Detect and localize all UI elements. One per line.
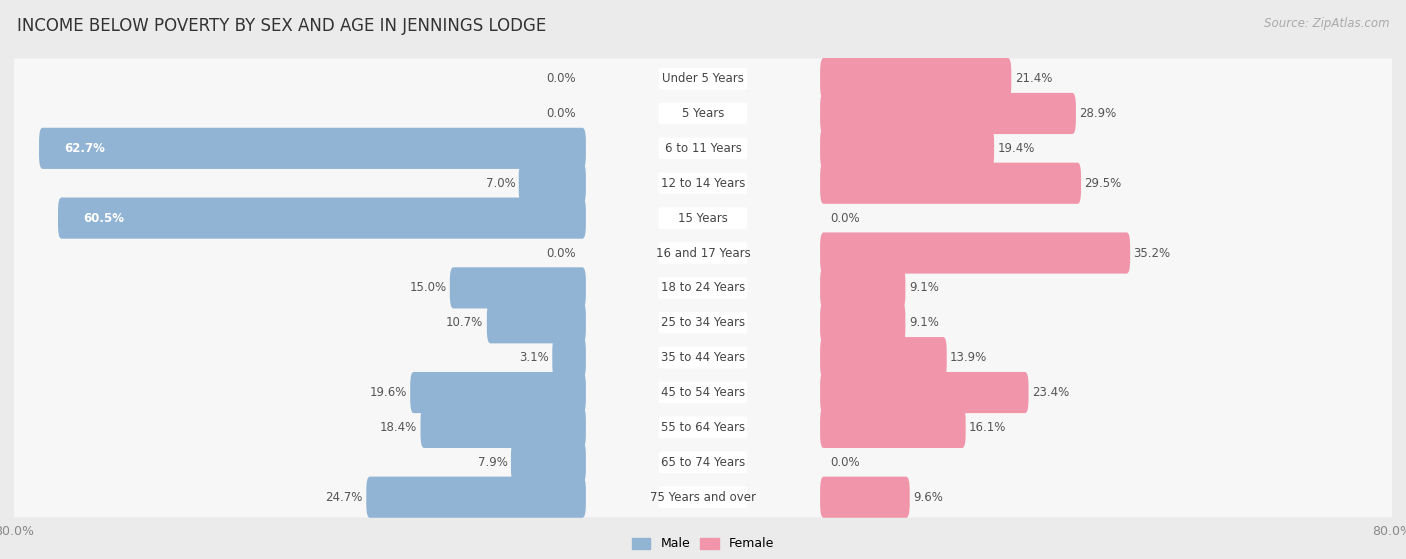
FancyBboxPatch shape bbox=[367, 477, 586, 518]
FancyBboxPatch shape bbox=[658, 382, 748, 404]
Text: Source: ZipAtlas.com: Source: ZipAtlas.com bbox=[1264, 17, 1389, 30]
Text: 12 to 14 Years: 12 to 14 Years bbox=[661, 177, 745, 190]
Text: 60.5%: 60.5% bbox=[83, 212, 124, 225]
FancyBboxPatch shape bbox=[820, 93, 1076, 134]
Text: 0.0%: 0.0% bbox=[831, 212, 860, 225]
FancyBboxPatch shape bbox=[658, 416, 748, 438]
FancyBboxPatch shape bbox=[820, 163, 1081, 204]
FancyBboxPatch shape bbox=[4, 128, 1402, 168]
FancyBboxPatch shape bbox=[658, 347, 748, 368]
FancyBboxPatch shape bbox=[820, 58, 1011, 99]
Text: 0.0%: 0.0% bbox=[831, 456, 860, 469]
Text: 18 to 24 Years: 18 to 24 Years bbox=[661, 281, 745, 295]
FancyBboxPatch shape bbox=[4, 442, 1402, 482]
FancyBboxPatch shape bbox=[820, 372, 1029, 413]
Text: 28.9%: 28.9% bbox=[1080, 107, 1116, 120]
FancyBboxPatch shape bbox=[450, 267, 586, 309]
FancyBboxPatch shape bbox=[820, 477, 910, 518]
Text: 0.0%: 0.0% bbox=[546, 72, 575, 85]
Text: 25 to 34 Years: 25 to 34 Years bbox=[661, 316, 745, 329]
Text: 15 Years: 15 Years bbox=[678, 212, 728, 225]
FancyBboxPatch shape bbox=[820, 128, 994, 169]
FancyBboxPatch shape bbox=[4, 93, 1402, 134]
FancyBboxPatch shape bbox=[4, 198, 1402, 238]
Legend: Male, Female: Male, Female bbox=[627, 532, 779, 556]
Text: 9.6%: 9.6% bbox=[912, 491, 943, 504]
Text: 45 to 54 Years: 45 to 54 Years bbox=[661, 386, 745, 399]
Text: 75 Years and over: 75 Years and over bbox=[650, 491, 756, 504]
FancyBboxPatch shape bbox=[820, 407, 966, 448]
Text: 19.6%: 19.6% bbox=[370, 386, 406, 399]
FancyBboxPatch shape bbox=[820, 302, 905, 343]
FancyBboxPatch shape bbox=[658, 68, 748, 89]
Text: 35.2%: 35.2% bbox=[1133, 247, 1171, 259]
FancyBboxPatch shape bbox=[820, 337, 946, 378]
Text: 6 to 11 Years: 6 to 11 Years bbox=[665, 142, 741, 155]
FancyBboxPatch shape bbox=[658, 242, 748, 264]
Text: Under 5 Years: Under 5 Years bbox=[662, 72, 744, 85]
Text: 29.5%: 29.5% bbox=[1084, 177, 1122, 190]
Text: 13.9%: 13.9% bbox=[950, 351, 987, 364]
FancyBboxPatch shape bbox=[658, 452, 748, 473]
Text: 5 Years: 5 Years bbox=[682, 107, 724, 120]
FancyBboxPatch shape bbox=[39, 128, 586, 169]
FancyBboxPatch shape bbox=[4, 59, 1402, 98]
Text: 62.7%: 62.7% bbox=[65, 142, 105, 155]
Text: 3.1%: 3.1% bbox=[519, 351, 548, 364]
Text: 35 to 44 Years: 35 to 44 Years bbox=[661, 351, 745, 364]
FancyBboxPatch shape bbox=[658, 486, 748, 508]
FancyBboxPatch shape bbox=[411, 372, 586, 413]
FancyBboxPatch shape bbox=[4, 372, 1402, 413]
Text: 9.1%: 9.1% bbox=[908, 316, 939, 329]
FancyBboxPatch shape bbox=[486, 302, 586, 343]
Text: 15.0%: 15.0% bbox=[409, 281, 446, 295]
FancyBboxPatch shape bbox=[820, 267, 905, 309]
Text: 18.4%: 18.4% bbox=[380, 421, 418, 434]
Text: 16 and 17 Years: 16 and 17 Years bbox=[655, 247, 751, 259]
FancyBboxPatch shape bbox=[510, 442, 586, 483]
Text: 23.4%: 23.4% bbox=[1032, 386, 1069, 399]
FancyBboxPatch shape bbox=[58, 197, 586, 239]
FancyBboxPatch shape bbox=[4, 163, 1402, 203]
Text: 0.0%: 0.0% bbox=[546, 247, 575, 259]
FancyBboxPatch shape bbox=[820, 233, 1130, 273]
FancyBboxPatch shape bbox=[4, 338, 1402, 378]
Text: 7.9%: 7.9% bbox=[478, 456, 508, 469]
Text: 7.0%: 7.0% bbox=[485, 177, 515, 190]
FancyBboxPatch shape bbox=[4, 303, 1402, 343]
FancyBboxPatch shape bbox=[658, 207, 748, 229]
FancyBboxPatch shape bbox=[658, 277, 748, 299]
Text: 19.4%: 19.4% bbox=[997, 142, 1035, 155]
FancyBboxPatch shape bbox=[4, 408, 1402, 448]
Text: 9.1%: 9.1% bbox=[908, 281, 939, 295]
FancyBboxPatch shape bbox=[658, 172, 748, 194]
FancyBboxPatch shape bbox=[420, 407, 586, 448]
Text: 55 to 64 Years: 55 to 64 Years bbox=[661, 421, 745, 434]
Text: INCOME BELOW POVERTY BY SEX AND AGE IN JENNINGS LODGE: INCOME BELOW POVERTY BY SEX AND AGE IN J… bbox=[17, 17, 546, 35]
FancyBboxPatch shape bbox=[4, 268, 1402, 308]
Text: 21.4%: 21.4% bbox=[1015, 72, 1052, 85]
FancyBboxPatch shape bbox=[519, 163, 586, 204]
Text: 16.1%: 16.1% bbox=[969, 421, 1007, 434]
FancyBboxPatch shape bbox=[553, 337, 586, 378]
Text: 0.0%: 0.0% bbox=[546, 107, 575, 120]
FancyBboxPatch shape bbox=[658, 138, 748, 159]
Text: 10.7%: 10.7% bbox=[446, 316, 484, 329]
FancyBboxPatch shape bbox=[4, 233, 1402, 273]
FancyBboxPatch shape bbox=[4, 477, 1402, 517]
FancyBboxPatch shape bbox=[658, 312, 748, 334]
Text: 24.7%: 24.7% bbox=[325, 491, 363, 504]
FancyBboxPatch shape bbox=[658, 103, 748, 124]
Text: 65 to 74 Years: 65 to 74 Years bbox=[661, 456, 745, 469]
